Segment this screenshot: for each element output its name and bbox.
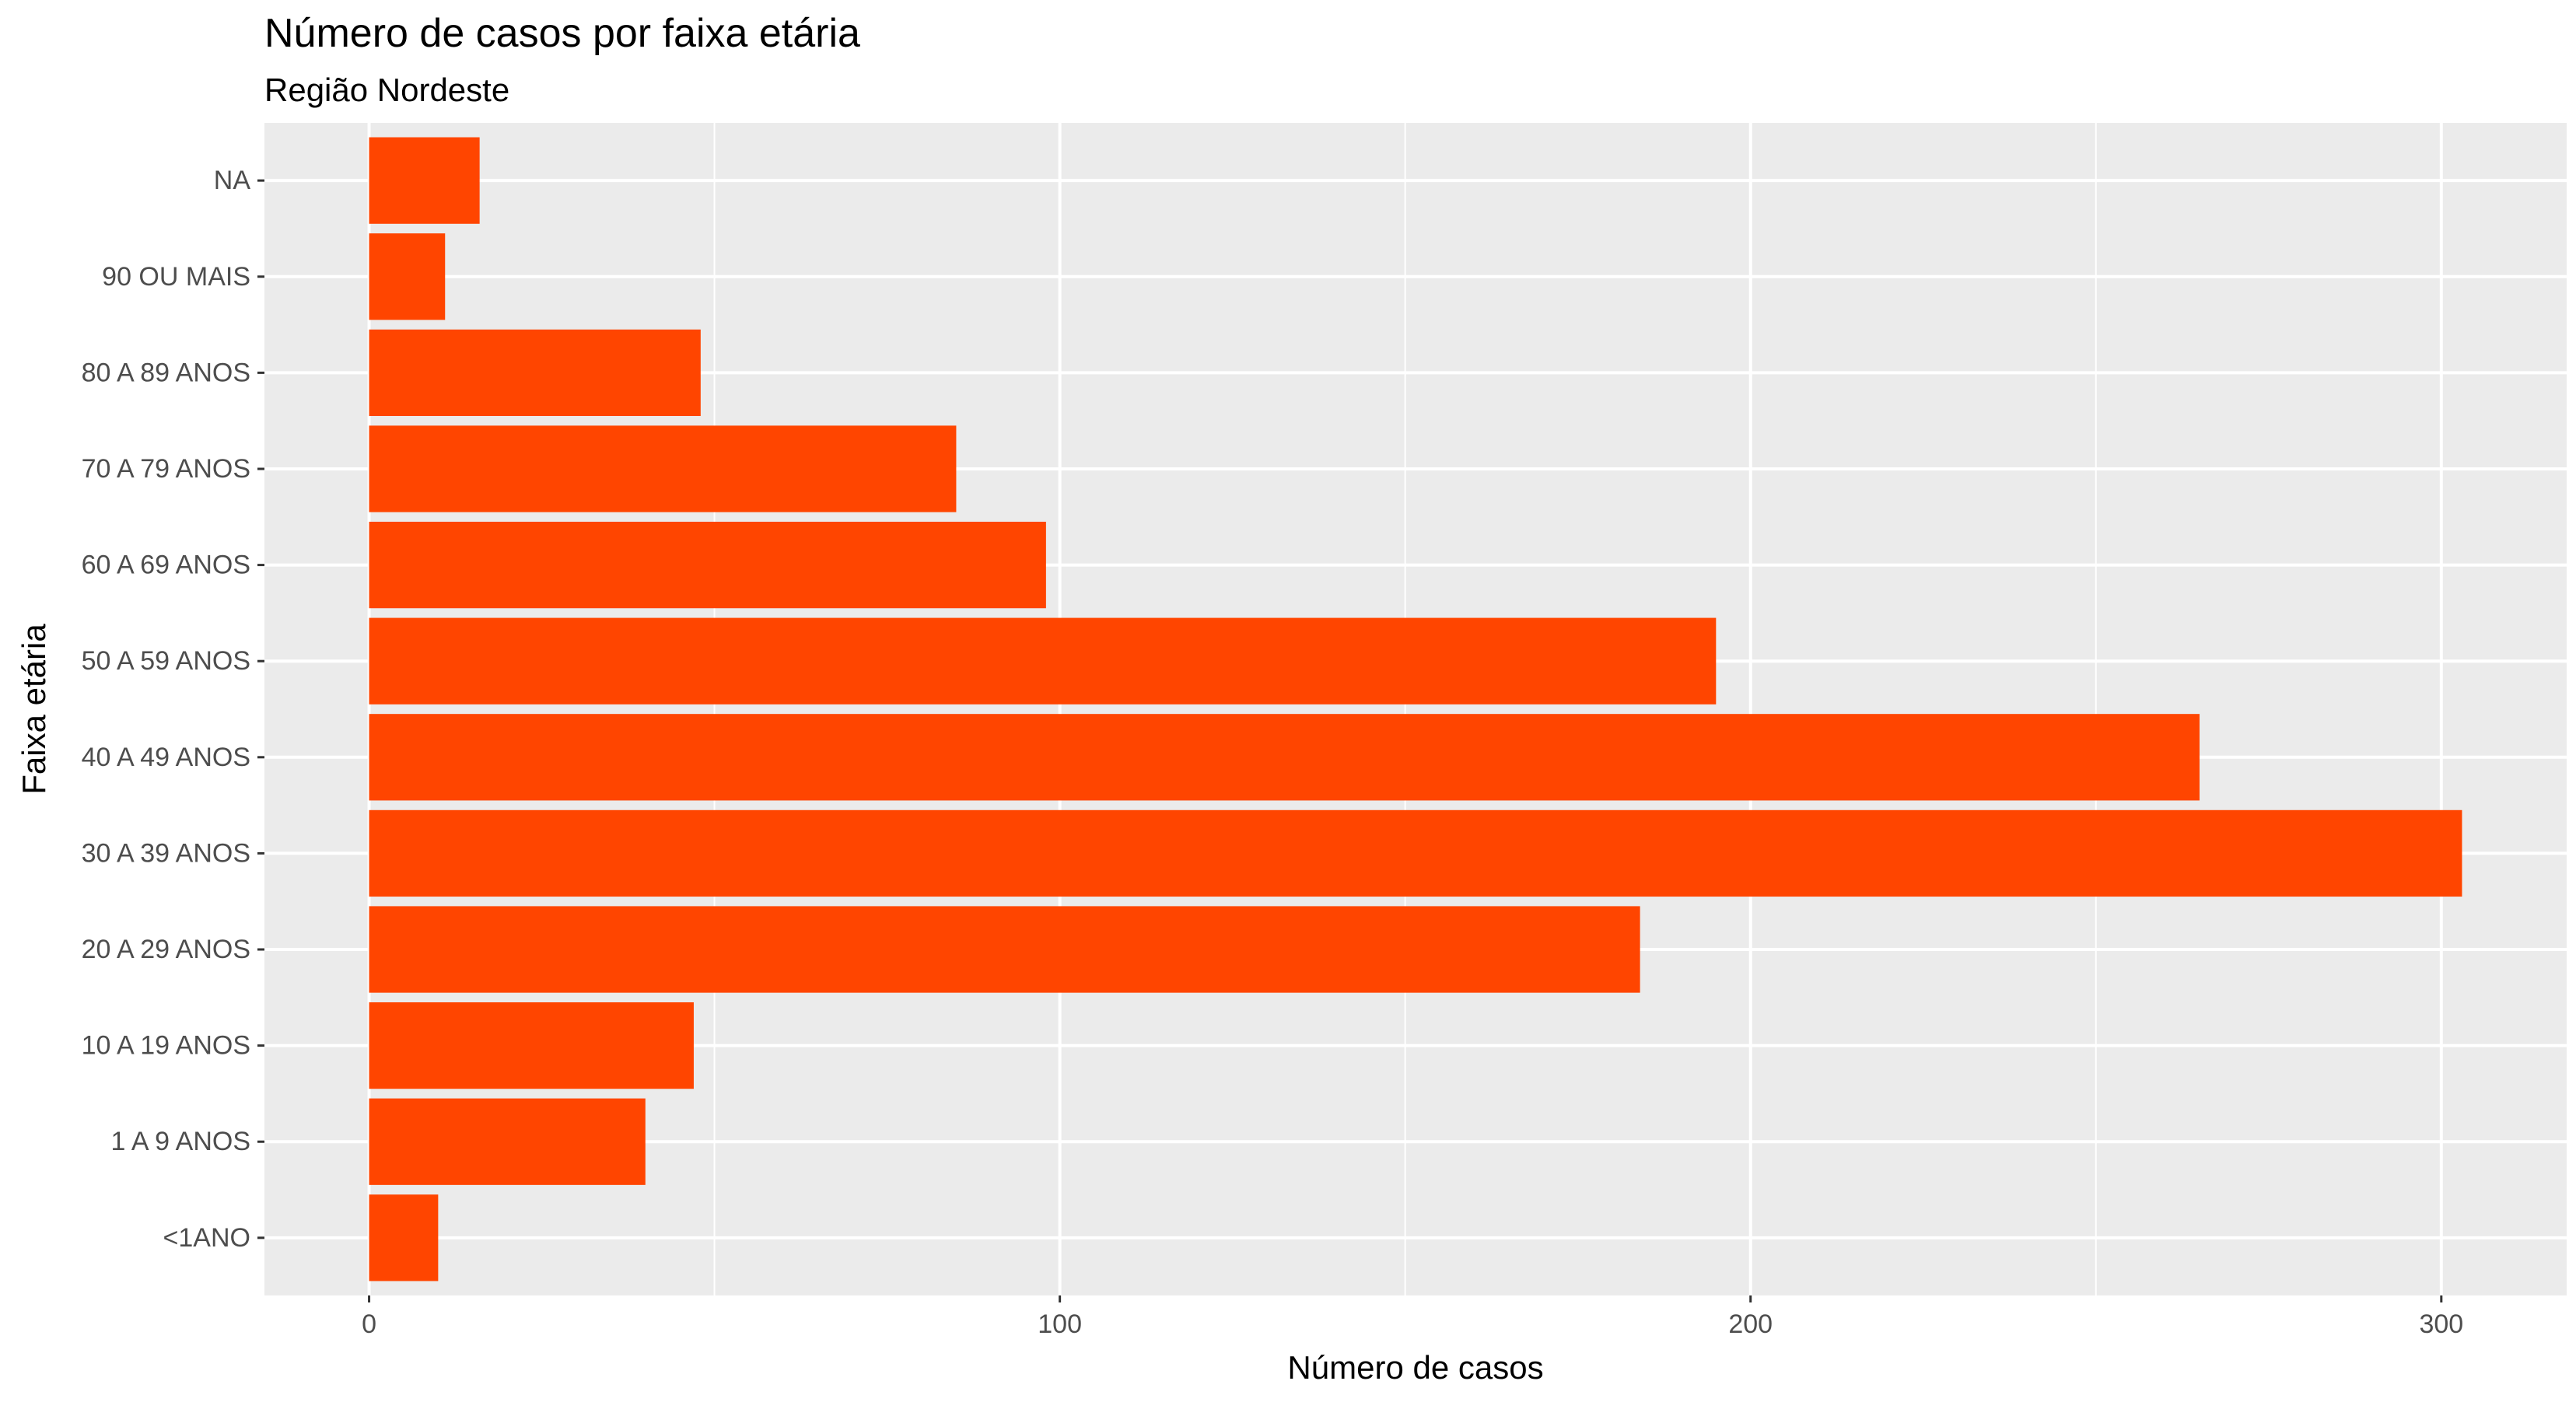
y-axis: <1ANO 1 A 9 ANOS 10 A 19 ANOS 20 A 29 ANOS 3… bbox=[82, 166, 264, 1253]
bar bbox=[369, 1098, 646, 1185]
x-tick-label: 100 bbox=[1038, 1309, 1082, 1339]
y-tick-label: 40 A 49 ANOS bbox=[82, 743, 250, 772]
y-axis-title: Faixa etária bbox=[16, 624, 52, 795]
bar bbox=[369, 329, 701, 416]
bar bbox=[369, 906, 1640, 993]
y-tick-label: 50 A 59 ANOS bbox=[82, 646, 250, 676]
y-tick-label: 80 A 89 ANOS bbox=[82, 358, 250, 387]
bar bbox=[369, 1002, 694, 1089]
bar bbox=[369, 1194, 439, 1281]
bar bbox=[369, 521, 1046, 609]
x-axis-title: Número de casos bbox=[1287, 1349, 1543, 1386]
bar bbox=[369, 425, 957, 512]
bar bbox=[369, 137, 480, 224]
y-tick-label: 70 A 79 ANOS bbox=[82, 454, 250, 484]
bar bbox=[369, 233, 446, 320]
y-tick-label: 20 A 29 ANOS bbox=[82, 935, 250, 964]
chart-title: Número de casos por faixa etária bbox=[264, 11, 860, 56]
y-tick-label: 10 A 19 ANOS bbox=[82, 1031, 250, 1061]
y-tick-label: 30 A 39 ANOS bbox=[82, 838, 250, 868]
bar bbox=[369, 714, 2200, 801]
x-tick-label: 300 bbox=[2419, 1309, 2463, 1339]
minor-gridlines bbox=[713, 123, 2097, 1295]
plot-panel bbox=[264, 123, 2567, 1295]
bars bbox=[369, 137, 2462, 1281]
bar bbox=[369, 809, 2462, 897]
x-axis: 0 100 200 300 bbox=[362, 1295, 2463, 1339]
x-tick-label: 200 bbox=[1728, 1309, 1773, 1339]
bar bbox=[369, 617, 1717, 704]
x-tick-label: 0 bbox=[362, 1309, 376, 1339]
y-tick-label: <1ANO bbox=[163, 1223, 250, 1253]
y-tick-label: NA bbox=[214, 166, 251, 195]
y-tick-label: 1 A 9 ANOS bbox=[110, 1127, 250, 1156]
y-tick-label: 90 OU MAIS bbox=[102, 262, 250, 292]
chart-subtitle: Região Nordeste bbox=[264, 72, 509, 108]
y-tick-label: 60 A 69 ANOS bbox=[82, 551, 250, 580]
